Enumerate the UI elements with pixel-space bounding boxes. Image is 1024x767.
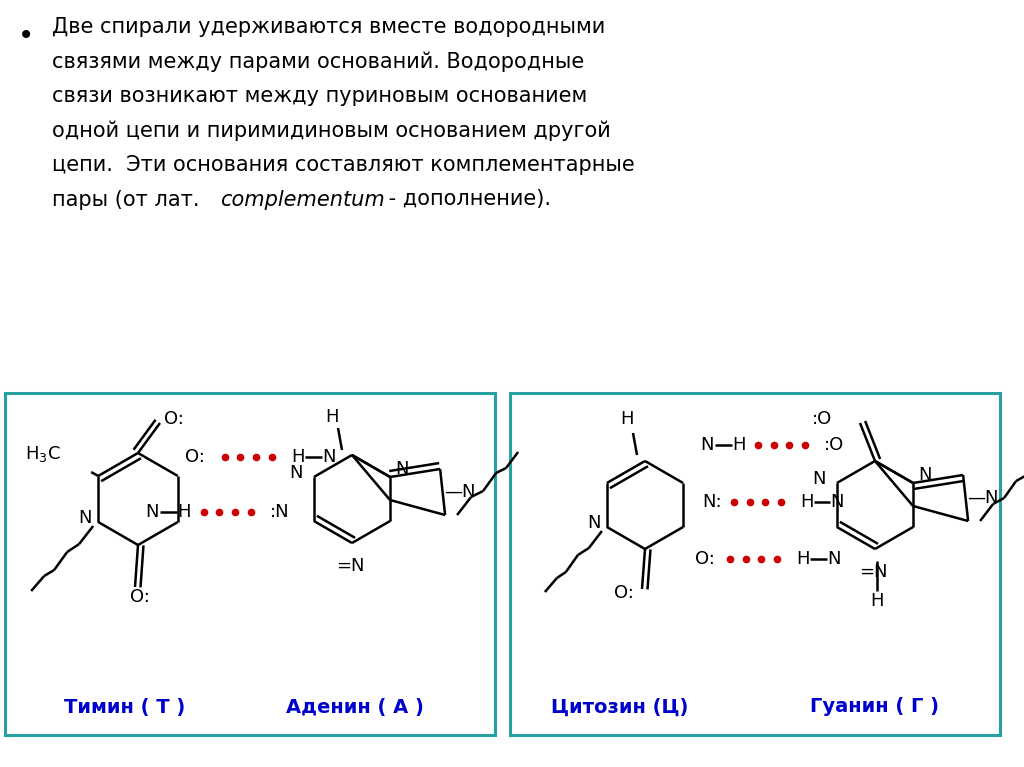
Text: =N: =N: [859, 563, 887, 581]
Text: H$_3$C: H$_3$C: [26, 444, 61, 464]
Text: Две спирали удерживаются вместе водородными: Две спирали удерживаются вместе водородн…: [52, 17, 605, 37]
Text: N: N: [587, 514, 600, 532]
Text: Тимин ( Т ): Тимин ( Т ): [65, 697, 185, 716]
Text: - дополнение).: - дополнение).: [382, 189, 551, 209]
Text: O:: O:: [164, 410, 184, 428]
Text: H: H: [796, 550, 810, 568]
Text: цепи.  Эти основания составляют комплементарные: цепи. Эти основания составляют комплемен…: [52, 155, 635, 175]
Text: N: N: [812, 470, 825, 488]
Text: Аденин ( А ): Аденин ( А ): [286, 697, 424, 716]
Text: O:: O:: [695, 550, 715, 568]
Text: N: N: [919, 466, 932, 484]
Text: пары (от лат.: пары (от лат.: [52, 189, 206, 209]
Text: N: N: [395, 460, 409, 478]
Text: Гуанин ( Г ): Гуанин ( Г ): [811, 697, 939, 716]
Text: =N: =N: [336, 557, 365, 575]
Text: O:: O:: [614, 584, 634, 602]
Text: O:: O:: [185, 448, 205, 466]
Text: O:: O:: [130, 588, 150, 606]
Text: H: H: [326, 408, 339, 426]
Text: :O: :O: [824, 436, 844, 454]
FancyBboxPatch shape: [5, 393, 495, 735]
Text: H: H: [800, 493, 813, 511]
Text: H: H: [291, 448, 304, 466]
Text: complementum: complementum: [220, 189, 385, 209]
Text: N: N: [322, 448, 336, 466]
Text: одной цепи и пиримидиновым основанием другой: одной цепи и пиримидиновым основанием др…: [52, 120, 610, 141]
Text: N: N: [827, 550, 841, 568]
Text: H: H: [732, 436, 745, 454]
Text: связи возникают между пуриновым основанием: связи возникают между пуриновым основани…: [52, 86, 587, 106]
Text: :N: :N: [270, 503, 290, 521]
Text: N: N: [830, 493, 844, 511]
Text: N: N: [145, 503, 159, 521]
Text: N: N: [700, 436, 714, 454]
Text: связями между парами оснований. Водородные: связями между парами оснований. Водородн…: [52, 51, 585, 72]
Text: N: N: [289, 464, 302, 482]
Text: —N: —N: [444, 483, 475, 501]
Text: Цитозин (Ц): Цитозин (Ц): [551, 697, 689, 716]
Text: H: H: [177, 503, 190, 521]
Text: —N: —N: [967, 489, 998, 507]
Text: N:: N:: [702, 493, 722, 511]
Text: •: •: [18, 22, 34, 50]
Text: H: H: [870, 592, 884, 610]
FancyBboxPatch shape: [510, 393, 1000, 735]
Text: N: N: [78, 509, 92, 527]
Text: :O: :O: [812, 410, 831, 428]
Text: H: H: [621, 410, 634, 428]
